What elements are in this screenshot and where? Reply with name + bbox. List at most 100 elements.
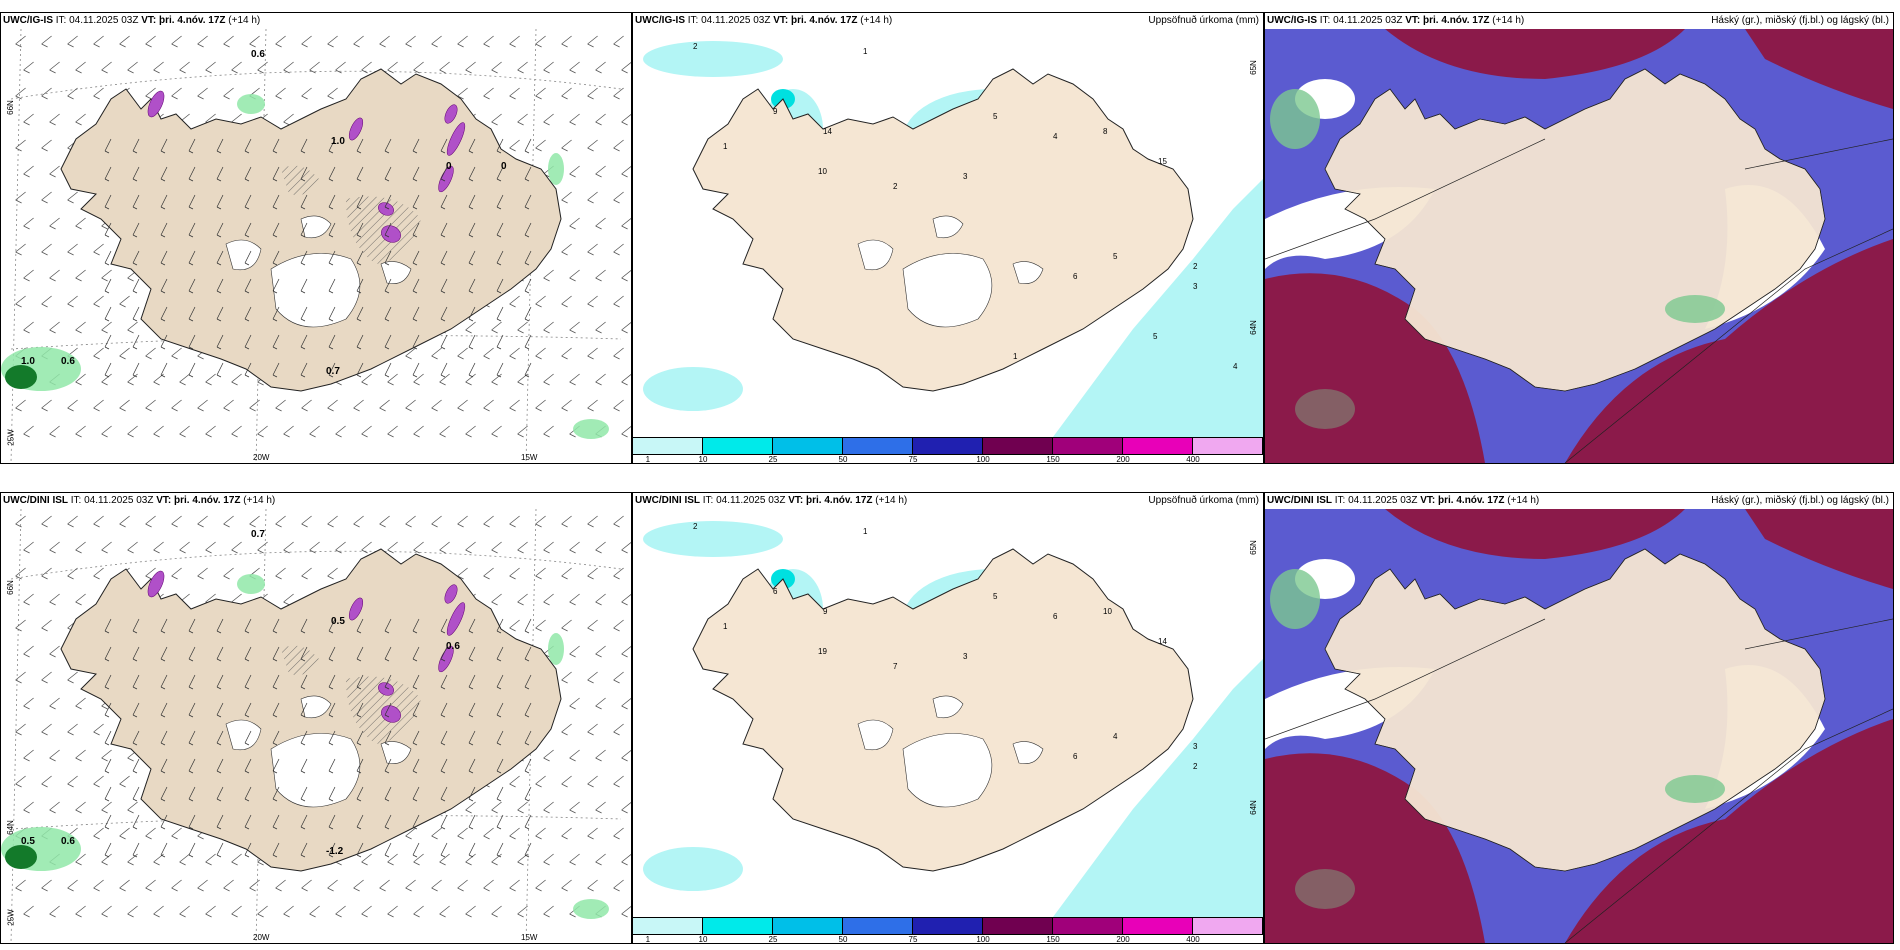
- precip-label: 15: [1158, 157, 1167, 166]
- legend-swatch: [703, 438, 773, 454]
- lon-label-20: 20W: [253, 933, 270, 942]
- precip-label: 1: [863, 47, 868, 56]
- panel-subtitle: Uppsöfnuð úrkoma (mm): [1148, 15, 1259, 26]
- wind-label: 0.6: [251, 49, 265, 60]
- precip-label: 6: [773, 587, 778, 596]
- wind-label: -1.2: [326, 846, 344, 857]
- precip-label: 3: [1193, 742, 1198, 751]
- legend-swatch: [843, 438, 913, 454]
- wind-label: 1.0: [331, 136, 345, 147]
- panel-title: UWC/DINI ISL IT: 04.11.2025 03Z VT: þri.…: [3, 495, 276, 506]
- wind-label: 0.6: [61, 356, 75, 367]
- legend-swatch: [1123, 438, 1193, 454]
- legend-tick: 10: [698, 455, 708, 464]
- precip-label: 9: [773, 107, 778, 116]
- legend-colorbar: [633, 437, 1263, 455]
- precip-legend: 1 10 25 50 75 100 150 200 400: [633, 917, 1263, 943]
- precip-label: 1: [723, 622, 728, 631]
- legend-tick: 75: [908, 935, 918, 944]
- panel-subtitle: Uppsöfnuð úrkoma (mm): [1148, 495, 1259, 506]
- legend-swatch: [703, 918, 773, 934]
- wind-label: 0.5: [331, 616, 345, 627]
- legend-tick: 100: [976, 455, 990, 464]
- legend-tick: 10: [698, 935, 708, 944]
- wind-map: 0.7 0.5 0.6 -1.2 0.5 0.6: [1, 509, 631, 943]
- panel-title: UWC/DINI ISL IT: 04.11.2025 03Z VT: þri.…: [635, 495, 908, 506]
- legend-swatch: [1123, 918, 1193, 934]
- lon-label-25: 25W: [6, 429, 16, 446]
- lon-label-25: 25W: [6, 909, 16, 926]
- wind-label: 0.7: [251, 529, 265, 540]
- wind-label: 0.6: [61, 836, 75, 847]
- precip-label: 14: [1158, 637, 1167, 646]
- wind-label: 0.7: [326, 366, 340, 377]
- legend-tick: 400: [1186, 455, 1200, 464]
- legend-tick: 100: [976, 935, 990, 944]
- wind-label: 0: [501, 161, 507, 172]
- precip-legend: 1 10 25 50 75 100 150 200 400: [633, 437, 1263, 463]
- precip-label: 3: [963, 172, 968, 181]
- wind-label: 0.5: [21, 836, 35, 847]
- lat-label-66: 66N: [5, 100, 15, 115]
- precip-label: 3: [1193, 282, 1198, 291]
- panel-cloud-dini: UWC/DINI ISL IT: 04.11.2025 03Z VT: þri.…: [1264, 492, 1894, 944]
- legend-tick: 400: [1186, 935, 1200, 944]
- legend-swatch: [913, 438, 983, 454]
- legend-tick: 150: [1046, 935, 1060, 944]
- precip-label: 1: [863, 527, 868, 536]
- precip-label: 6: [1053, 612, 1058, 621]
- precip-label: 1: [1013, 352, 1018, 361]
- legend-colorbar: [633, 917, 1263, 935]
- legend-swatch: [1193, 918, 1263, 934]
- precip-label: 4: [1053, 132, 1058, 141]
- panel-precip-dini: UWC/DINI ISL IT: 04.11.2025 03Z VT: þri.…: [632, 492, 1264, 944]
- legend-tick: 200: [1116, 455, 1130, 464]
- lat-label-66: 66N: [5, 580, 15, 595]
- precip-label: 10: [1103, 607, 1112, 616]
- legend-tick: 1: [645, 455, 651, 464]
- precip-label: 19: [818, 647, 827, 656]
- precip-label: 3: [963, 652, 968, 661]
- precip-label: 6: [1073, 272, 1078, 281]
- legend-swatch: [1053, 438, 1123, 454]
- panel-precip-igis: UWC/IG-IS IT: 04.11.2025 03Z VT: þri. 4.…: [632, 12, 1264, 464]
- panel-wind-igis: UWC/IG-IS IT: 04.11.2025 03Z VT: þri. 4.…: [0, 12, 632, 464]
- precip-label: 5: [1113, 252, 1118, 261]
- precip-label: 2: [693, 42, 698, 51]
- panel-wind-dini: UWC/DINI ISL IT: 04.11.2025 03Z VT: þri.…: [0, 492, 632, 944]
- lon-label-20: 20W: [253, 453, 270, 462]
- precip-label: 14: [823, 127, 832, 136]
- precip-map: 2 1 6 9 19 1 7 3 5 6 10 14 4 6 3 2: [633, 509, 1263, 917]
- legend-swatch: [633, 438, 703, 454]
- precip-label: 5: [993, 112, 998, 121]
- precip-label: 10: [818, 167, 827, 176]
- legend-tick: 50: [838, 455, 848, 464]
- cloud-map: [1265, 509, 1893, 943]
- legend-swatch: [983, 918, 1053, 934]
- legend-swatch: [633, 918, 703, 934]
- panel-cloud-igis: UWC/IG-IS IT: 04.11.2025 03Z VT: þri. 4.…: [1264, 12, 1894, 464]
- panel-title: UWC/IG-IS IT: 04.11.2025 03Z VT: þri. 4.…: [635, 15, 893, 26]
- precip-label: 4: [1113, 732, 1118, 741]
- lat-label-64: 64N: [1249, 800, 1259, 815]
- precip-label: 2: [1193, 262, 1198, 271]
- panel-subtitle: Háský (gr.), miðský (fj.bl.) og lágský (…: [1711, 15, 1889, 26]
- panel-subtitle: Háský (gr.), miðský (fj.bl.) og lágský (…: [1711, 495, 1889, 506]
- legend-swatch: [773, 438, 843, 454]
- panel-title: UWC/DINI ISL IT: 04.11.2025 03Z VT: þri.…: [1267, 495, 1540, 506]
- legend-tick: 25: [768, 935, 778, 944]
- precip-label: 2: [1193, 762, 1198, 771]
- lat-label-64: 64N: [5, 820, 15, 835]
- precip-label: 5: [993, 592, 998, 601]
- precip-label: 6: [1073, 752, 1078, 761]
- legend-tick: 50: [838, 935, 848, 944]
- panel-title: UWC/IG-IS IT: 04.11.2025 03Z VT: þri. 4.…: [3, 15, 261, 26]
- lat-label-65: 65N: [1249, 540, 1259, 555]
- legend-tick: 25: [768, 455, 778, 464]
- precip-label: 5: [1153, 332, 1158, 341]
- legend-swatch: [1053, 918, 1123, 934]
- precip-label: 1: [723, 142, 728, 151]
- wind-label: 0: [446, 161, 452, 172]
- wind-map: 0.6 1.0 0.6 0.7 1.0 0 0: [1, 29, 631, 463]
- lon-label-15: 15W: [521, 453, 538, 462]
